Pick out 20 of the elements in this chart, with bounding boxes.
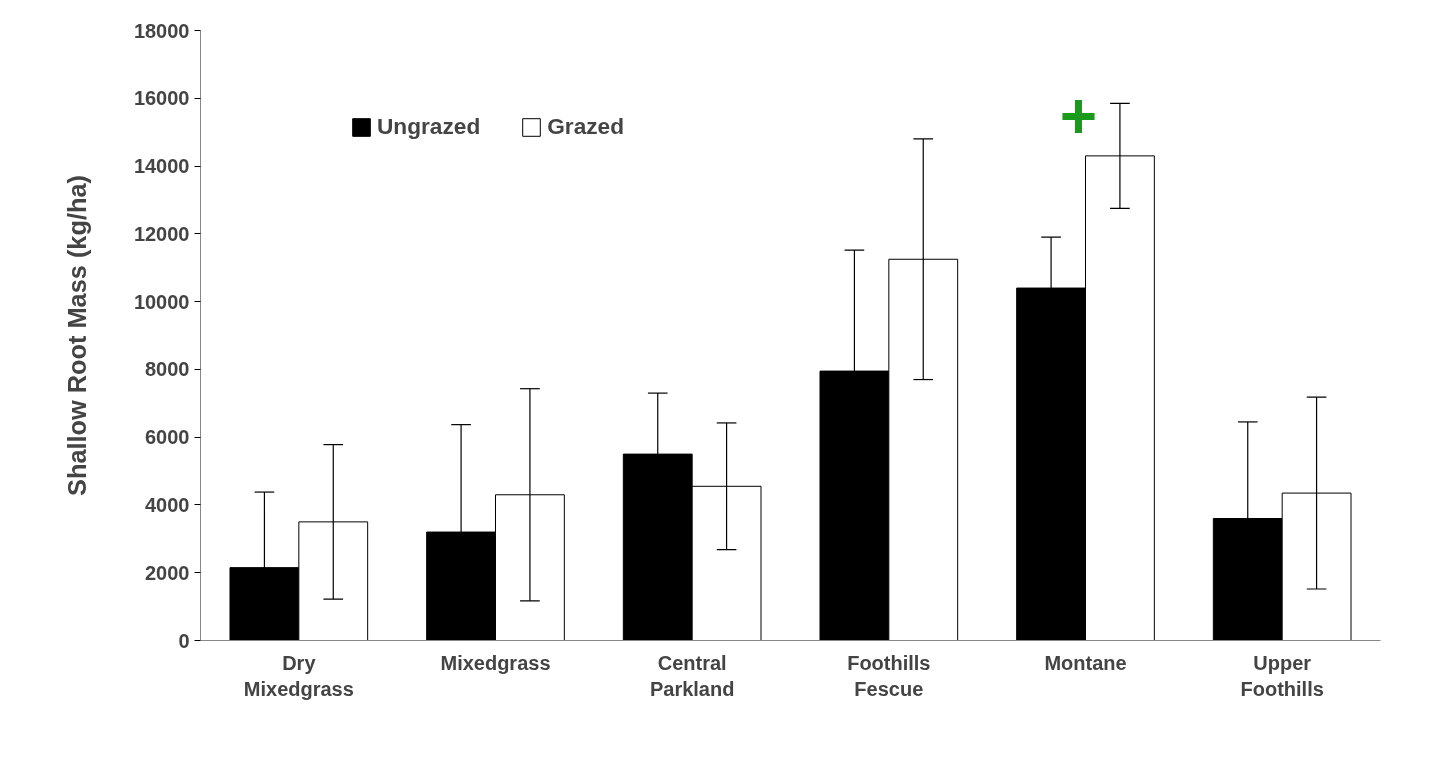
- y-axis-title: Shallow Root Mass (kg/ha): [62, 175, 91, 496]
- y-tick-label: 0: [178, 629, 190, 652]
- y-tick-label: 8000: [145, 358, 190, 381]
- x-tick-label: Mixedgrass: [440, 651, 551, 674]
- y-tick-label: 4000: [145, 493, 190, 516]
- y-tick-label: 14000: [133, 155, 190, 178]
- legend-label: Grazed: [547, 113, 625, 140]
- annotation: +: [1059, 80, 1098, 152]
- x-tick-label: Upper Foothills: [1240, 651, 1324, 700]
- x-tick-label: Montane: [1044, 651, 1127, 674]
- y-tick-label: 18000: [133, 19, 190, 42]
- y-tick-label: 6000: [145, 426, 190, 449]
- x-tick-label: Dry Mixedgrass: [243, 651, 354, 700]
- y-tick-label: 16000: [133, 87, 190, 110]
- y-tick-label: 12000: [133, 222, 190, 245]
- y-tick-label: 10000: [133, 290, 190, 313]
- y-tick-label: 2000: [145, 561, 190, 584]
- x-tick-label: Central Parkland: [649, 651, 735, 700]
- legend-label: Ungrazed: [377, 113, 481, 140]
- x-tick-label: Foothills Fescue: [847, 651, 931, 700]
